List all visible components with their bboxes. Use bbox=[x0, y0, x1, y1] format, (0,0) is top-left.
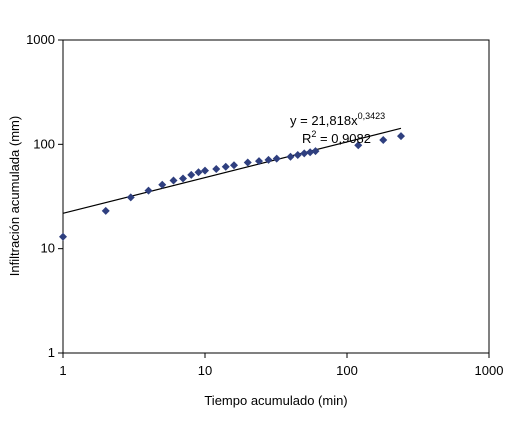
r2-annotation: R2 = 0,9082 bbox=[302, 129, 371, 146]
x-tick-label: 1 bbox=[59, 363, 66, 378]
r2-prefix: R bbox=[302, 131, 311, 146]
equation-exponent: 0,3423 bbox=[358, 111, 386, 121]
plot-area bbox=[62, 39, 490, 354]
data-point bbox=[243, 158, 252, 167]
x-axis: 1 10 100 1000 bbox=[59, 353, 503, 378]
data-point bbox=[101, 206, 110, 215]
data-point bbox=[254, 157, 263, 166]
data-point bbox=[201, 166, 209, 175]
equation-prefix: y = 21,818x bbox=[290, 113, 358, 128]
data-point bbox=[300, 149, 309, 158]
data-point bbox=[306, 148, 315, 157]
data-point bbox=[272, 154, 281, 163]
data-point bbox=[379, 136, 388, 145]
x-tick-label: 1000 bbox=[475, 363, 504, 378]
data-point bbox=[229, 161, 238, 170]
y-axis: 1 10 100 1000 bbox=[26, 32, 63, 360]
data-point bbox=[179, 174, 188, 183]
data-point bbox=[187, 170, 196, 179]
y-tick-label: 100 bbox=[33, 136, 55, 151]
r2-exponent: 2 bbox=[311, 129, 316, 139]
data-point bbox=[144, 186, 153, 195]
x-tick-label: 10 bbox=[198, 363, 212, 378]
data-point bbox=[126, 193, 135, 202]
data-point bbox=[59, 232, 67, 241]
data-point bbox=[354, 141, 363, 150]
data-point bbox=[396, 132, 405, 141]
x-axis-title: Tiempo acumulado (min) bbox=[204, 393, 347, 408]
r2-value: = 0,9082 bbox=[316, 131, 371, 146]
equation-annotation: y = 21,818x0,3423 bbox=[290, 111, 385, 128]
y-tick-label: 10 bbox=[41, 241, 55, 256]
data-point bbox=[293, 151, 302, 160]
data-point bbox=[286, 152, 295, 161]
y-tick-label: 1000 bbox=[26, 32, 55, 47]
y-tick-label: 1 bbox=[48, 345, 55, 360]
data-point bbox=[169, 176, 178, 185]
data-point bbox=[194, 168, 203, 177]
data-point bbox=[212, 165, 221, 174]
data-point bbox=[221, 162, 230, 171]
data-point bbox=[264, 155, 273, 164]
y-axis-title: Infiltración acumulada (mm) bbox=[7, 116, 22, 276]
data-points bbox=[59, 132, 405, 241]
trendline bbox=[62, 127, 402, 214]
data-point bbox=[311, 147, 320, 156]
x-tick-label: 100 bbox=[336, 363, 358, 378]
data-point bbox=[158, 180, 167, 189]
